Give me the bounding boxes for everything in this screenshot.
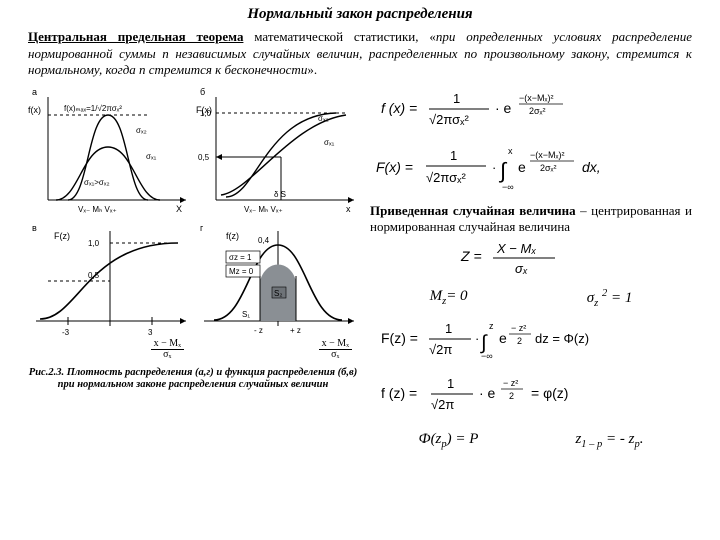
panel-b-y05: 0,5 bbox=[198, 153, 210, 162]
svg-text:2σₓ²: 2σₓ² bbox=[540, 163, 557, 173]
svg-text:·: · bbox=[475, 331, 479, 346]
caption-c: при нормальном законе распределения случ… bbox=[58, 379, 329, 390]
theorem-text: Центральная предельная теорема математич… bbox=[28, 29, 692, 79]
panel-a-note: σₓ₁>σₓ₂ bbox=[84, 178, 110, 187]
svg-text:−∞: −∞ bbox=[481, 351, 493, 361]
panel-c-frac: x − Mₓ σₓ bbox=[28, 339, 190, 361]
svg-text:2σₓ²: 2σₓ² bbox=[529, 106, 546, 116]
formula-fz: f (z) = 1 √2π · e − z² 2 = φ(z) bbox=[370, 372, 692, 419]
svg-text:2: 2 bbox=[517, 336, 522, 346]
panel-a-letter: а bbox=[32, 87, 37, 97]
page-title: Нормальный закон распределения bbox=[28, 6, 692, 23]
svg-text:1: 1 bbox=[450, 148, 457, 163]
reduced-para: Приведенная случайная величина – центрир… bbox=[370, 203, 692, 235]
svg-text:∫: ∫ bbox=[498, 158, 508, 183]
panel-b-y10: 1,0 bbox=[200, 109, 212, 118]
right-column: f (x) = 1 √2πσₓ² · e −(x−Mₓ)² 2σₓ² F(x) … bbox=[370, 85, 692, 450]
theorem-close: ». bbox=[307, 62, 317, 77]
svg-text:F(z) =: F(z) = bbox=[381, 330, 418, 346]
panel-b: б F(x) 1,0 0,5 bbox=[196, 85, 358, 215]
panel-c-y10: 1,0 bbox=[88, 239, 100, 248]
panel-b-letter: б bbox=[200, 87, 205, 97]
panel-d-ylab: f(z) bbox=[226, 231, 239, 241]
panel-c-letter: в bbox=[32, 223, 37, 233]
svg-text:√2π: √2π bbox=[431, 397, 454, 412]
svg-text:f (x) =: f (x) = bbox=[381, 100, 417, 116]
panel-b-xlab: x bbox=[346, 204, 351, 214]
formula-Fz: F(z) = 1 √2π · ∫ z −∞ e − z² 2 dz = Φ(z) bbox=[370, 317, 692, 364]
svg-text:−(x−Mₓ)²: −(x−Mₓ)² bbox=[519, 93, 553, 103]
panel-c-ylab: F(z) bbox=[54, 231, 70, 241]
figure-caption: Рис.2.3. Плотность распределения (а,г) и… bbox=[28, 367, 358, 392]
panel-d-zneg: - z bbox=[254, 326, 263, 335]
panel-a-topeq: f(x)ₘₐₓ=1/√2πσₓ² bbox=[64, 104, 122, 113]
svg-text:1: 1 bbox=[453, 91, 460, 106]
svg-text:1: 1 bbox=[445, 321, 452, 336]
frac-bot-d: σₓ bbox=[328, 350, 342, 361]
svg-text:dz = Φ(z): dz = Φ(z) bbox=[535, 331, 589, 346]
panel-a-ylab: f(x) bbox=[28, 105, 41, 115]
panel-a-s2: σₓ₂ bbox=[136, 126, 147, 135]
mz-eq: Mz= 0 bbox=[430, 288, 468, 309]
svg-text:F(x) =: F(x) = bbox=[376, 159, 413, 175]
svg-text:e: e bbox=[499, 330, 507, 346]
panel-b-xt: Vₓ₋ Mₕ Vₓ₊ bbox=[244, 205, 283, 214]
panel-d-box2: Mz = 0 bbox=[229, 267, 254, 276]
panel-b-s2: σₓ₂ bbox=[318, 114, 329, 123]
panel-c: в F(z) 1,0 0,5 -3 3 bbox=[28, 221, 190, 361]
panel-d-frac: x − Mₓ σₓ bbox=[196, 339, 358, 361]
svg-text:−(x−Mₓ)²: −(x−Mₓ)² bbox=[530, 150, 564, 160]
panel-d-s1: S₁ bbox=[242, 310, 250, 319]
panel-c-tp: 3 bbox=[148, 328, 153, 337]
panel-a-xlab: X bbox=[176, 204, 182, 214]
svg-text:− z²: − z² bbox=[511, 323, 526, 333]
phi-b: z1 – p = - zp. bbox=[575, 431, 643, 450]
caption-b: Плотность распределения (а,г) и функция … bbox=[64, 367, 357, 378]
formula-Z: Z = X − Mₓ σₓ bbox=[370, 237, 692, 280]
sz-eq: σz 2 = 1 bbox=[587, 288, 633, 309]
svg-text:z: z bbox=[489, 321, 494, 331]
panel-d-box1: σz = 1 bbox=[229, 253, 252, 262]
panel-a: а f(x) f(x)ₘₐₓ=1/√2πσₓ² σₓ₂ bbox=[28, 85, 190, 215]
svg-text:· e: · e bbox=[479, 385, 496, 401]
panel-b-s1: σₓ₁ bbox=[324, 138, 335, 147]
panel-d-zpos: + z bbox=[290, 326, 301, 335]
svg-text:2: 2 bbox=[509, 391, 514, 401]
svg-text:Z =: Z = bbox=[460, 248, 482, 264]
theorem-plain: математической статистики, « bbox=[243, 29, 435, 44]
svg-text:dx,: dx, bbox=[582, 159, 601, 175]
phi-a: Ф(zp) = P bbox=[419, 431, 479, 450]
panel-a-xt: Vₓ₋ Mₕ Vₓ₊ bbox=[78, 205, 117, 214]
figure-block: а f(x) f(x)ₘₐₓ=1/√2πσₓ² σₓ₂ bbox=[28, 85, 358, 450]
svg-text:· e: · e bbox=[495, 100, 512, 116]
svg-text:−∞: −∞ bbox=[502, 182, 514, 192]
svg-text:e: e bbox=[518, 159, 526, 175]
svg-text:√2πσₓ²: √2πσₓ² bbox=[429, 112, 469, 127]
panel-d-letter: г bbox=[200, 223, 204, 233]
formula-f: f (x) = 1 √2πσₓ² · e −(x−Mₓ)² 2σₓ² bbox=[370, 87, 692, 134]
svg-text:x: x bbox=[508, 146, 513, 156]
formula-bigF: F(x) = 1 √2πσₓ² · ∫ x −∞ e −(x−Mₓ)² 2σₓ²… bbox=[370, 142, 692, 195]
panel-d-s2: S₂ bbox=[274, 289, 282, 298]
reduced-bold: Приведенная случайная величина bbox=[370, 203, 576, 218]
panel-a-s1: σₓ₁ bbox=[146, 152, 157, 161]
svg-text:= φ(z): = φ(z) bbox=[531, 385, 568, 401]
svg-text:·: · bbox=[492, 160, 496, 175]
svg-text:− z²: − z² bbox=[503, 378, 518, 388]
svg-text:√2π: √2π bbox=[429, 342, 452, 357]
svg-text:f (z) =: f (z) = bbox=[381, 385, 417, 401]
svg-text:σₓ: σₓ bbox=[515, 261, 528, 276]
frac-bot: σₓ bbox=[160, 350, 174, 361]
panel-b-ds: δ S bbox=[274, 190, 286, 199]
svg-text:√2πσₓ²: √2πσₓ² bbox=[426, 170, 466, 185]
svg-text:1: 1 bbox=[447, 376, 454, 391]
theorem-lead: Центральная предельная теорема bbox=[28, 29, 243, 44]
caption-a: Рис.2.3. bbox=[29, 367, 64, 378]
svg-text:X − Mₓ: X − Mₓ bbox=[496, 241, 536, 256]
panel-c-tn: -3 bbox=[62, 328, 70, 337]
panel-d: г f(z) 0,4 σz = 1 bbox=[196, 221, 358, 361]
panel-d-peak: 0,4 bbox=[258, 236, 270, 245]
